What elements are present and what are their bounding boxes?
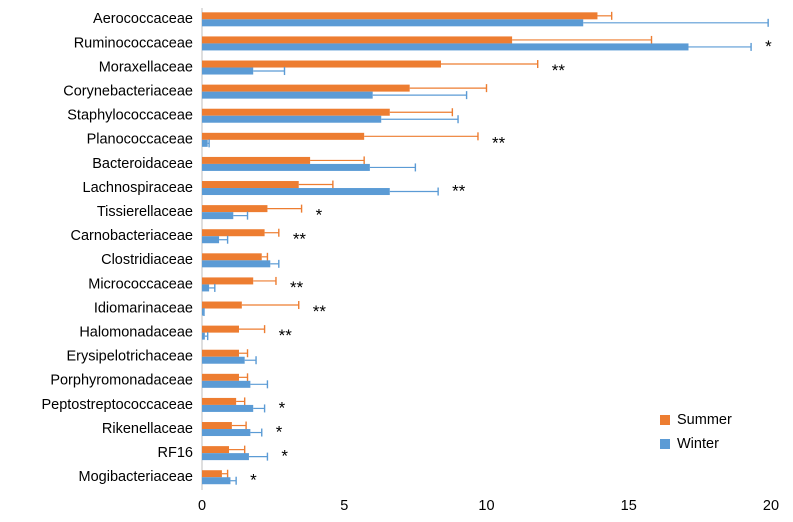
significance-label: ** [452, 182, 466, 201]
y-tick-label: Moraxellaceae [99, 59, 193, 75]
y-tick-label: Idiomarinaceae [94, 300, 193, 316]
bar [202, 163, 370, 171]
significance-label: ** [290, 278, 304, 297]
y-tick-label: Porphyromonadaceae [50, 373, 193, 389]
y-tick-label: Tissierellaceae [97, 204, 193, 220]
bar [202, 108, 390, 116]
bar [202, 453, 249, 461]
bar [202, 67, 254, 75]
bar [202, 139, 208, 147]
bar [202, 156, 311, 164]
bar [202, 301, 242, 309]
y-tick-label: RF16 [158, 445, 193, 461]
bar [202, 332, 205, 340]
bar [202, 91, 373, 99]
significance-label: * [279, 398, 286, 417]
bar [202, 12, 598, 20]
bar [202, 19, 584, 27]
bar [202, 325, 239, 333]
bar [202, 422, 232, 430]
y-tick-label: Ruminococcaceae [74, 35, 193, 51]
bar [202, 205, 268, 213]
y-tick-label: Staphylococcaceae [67, 108, 193, 124]
x-tick-label: 15 [621, 498, 637, 514]
bar [202, 115, 382, 123]
bar [202, 60, 441, 68]
y-tick-label: Bacteroidaceae [92, 156, 193, 172]
y-tick-label: Erysipelotrichaceae [66, 349, 193, 365]
legend-label: Summer [677, 412, 732, 428]
y-tick-label: Lachnospiraceae [83, 180, 193, 196]
significance-label: * [316, 206, 323, 225]
bar [202, 470, 222, 478]
legend-swatch [660, 415, 670, 425]
bar [202, 404, 254, 412]
significance-label: ** [313, 302, 327, 321]
y-tick-label: Carnobacteriaceae [70, 228, 193, 244]
bar [202, 349, 239, 357]
bar [202, 380, 251, 388]
significance-label: ** [492, 133, 506, 152]
legend-label: Winter [677, 436, 719, 452]
x-tick-label: 0 [198, 498, 206, 514]
bar [202, 229, 265, 237]
x-tick-label: 5 [340, 498, 348, 514]
y-tick-label: Corynebacteriaceae [63, 83, 193, 99]
y-tick-label: Clostridiaceae [101, 252, 193, 268]
x-tick-label: 20 [763, 498, 779, 514]
significance-label: * [276, 423, 283, 442]
bar [202, 132, 365, 140]
significance-label: ** [293, 230, 307, 249]
bar [202, 429, 251, 437]
y-tick-label: Planococcaceae [87, 132, 193, 148]
y-tick-label: Rikenellaceae [102, 421, 193, 437]
significance-label: * [765, 37, 772, 56]
bar [202, 373, 239, 381]
bar [202, 36, 513, 44]
bar [202, 277, 254, 285]
bar [202, 397, 237, 405]
bar [202, 477, 231, 485]
y-tick-label: Halomonadaceae [79, 324, 193, 340]
significance-label: ** [279, 326, 293, 345]
bar [202, 43, 689, 51]
bar [202, 236, 220, 244]
bar [202, 308, 204, 316]
bar [202, 181, 299, 189]
significance-label: ** [552, 61, 566, 80]
bar [202, 446, 230, 454]
bar [202, 212, 234, 220]
significance-label: * [250, 471, 257, 490]
bar [202, 84, 410, 92]
bar [202, 284, 210, 292]
y-tick-label: Micrococcaceae [88, 276, 193, 292]
y-tick-label: Aerococcaceae [93, 11, 193, 27]
legend-swatch [660, 439, 670, 449]
significance-label: * [281, 447, 288, 466]
y-tick-label: Mogibacteriaceae [79, 469, 193, 485]
bar [202, 253, 262, 261]
bar [202, 260, 271, 268]
x-tick-label: 10 [478, 498, 494, 514]
bar [202, 188, 390, 196]
bar [202, 356, 245, 364]
y-tick-label: Peptostreptococcaceae [41, 397, 193, 413]
